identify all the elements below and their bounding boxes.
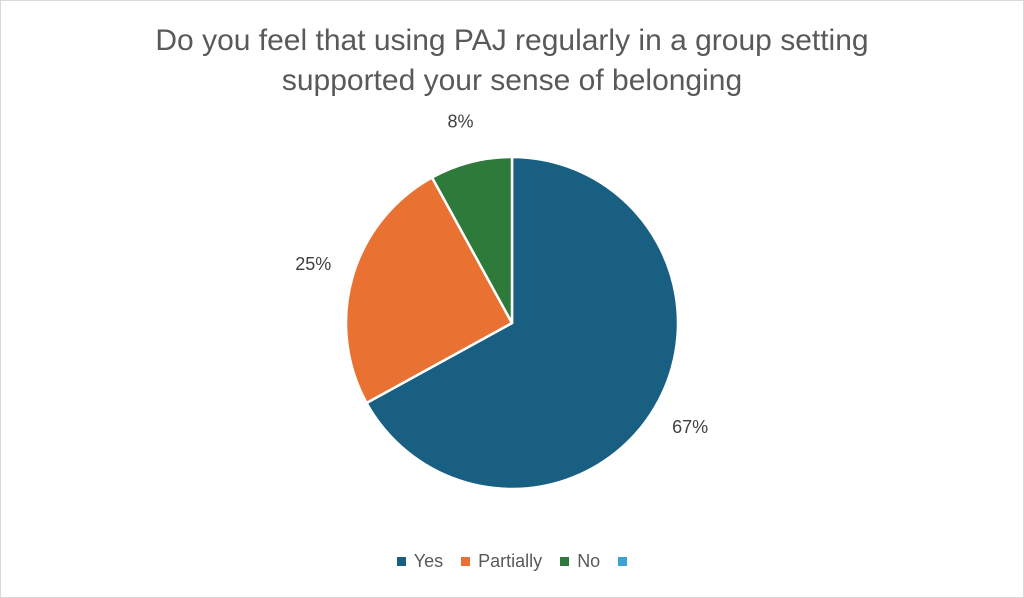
legend-item-no: No xyxy=(560,551,600,572)
data-label-no: 8% xyxy=(448,111,474,131)
legend-swatch xyxy=(560,557,570,566)
pie-slice-yes xyxy=(365,155,680,491)
pie-slice-no xyxy=(430,155,514,325)
data-label-partially: 25% xyxy=(295,254,331,274)
legend-item-unnamed xyxy=(618,557,628,566)
legend-label: Partially xyxy=(478,551,543,571)
legend-swatch xyxy=(461,557,471,566)
pie-data-labels: 67% 25% 8% xyxy=(295,111,708,437)
legend-swatch xyxy=(396,557,406,566)
pie-slice-partially xyxy=(344,176,514,405)
legend-item-yes: Yes xyxy=(396,551,444,572)
legend-label: No xyxy=(577,551,601,571)
pie-slices xyxy=(344,155,680,491)
legend-swatch xyxy=(618,557,628,566)
chart-title-line-1: Do you feel that using PAJ regularly in … xyxy=(155,24,869,57)
legend: Yes Partially No xyxy=(1,551,1023,572)
chart-title-line-2: supported your sense of belonging xyxy=(281,64,743,97)
chart-title: Do you feel that using PAJ regularly in … xyxy=(1,21,1023,101)
legend-label: Yes xyxy=(413,551,444,571)
legend-item-partially: Partially xyxy=(461,551,542,572)
data-label-yes: 67% xyxy=(672,417,708,437)
